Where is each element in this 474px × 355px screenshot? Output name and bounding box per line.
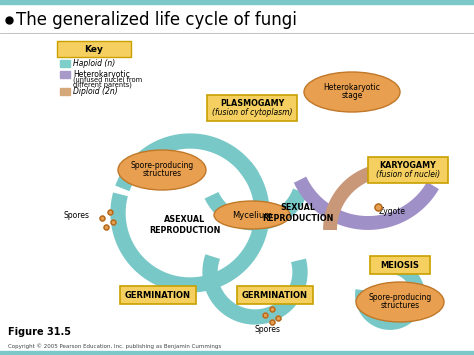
Text: structures: structures: [143, 169, 182, 179]
Bar: [60, 60, 70, 67]
Text: Spore-producing: Spore-producing: [368, 294, 432, 302]
Text: KARYOGAMY: KARYOGAMY: [380, 161, 437, 170]
Text: (fusion of nuclei): (fusion of nuclei): [376, 170, 440, 179]
Bar: [60, 71, 70, 78]
FancyBboxPatch shape: [368, 157, 448, 183]
Text: Diploid (2n): Diploid (2n): [73, 87, 118, 96]
FancyBboxPatch shape: [370, 256, 430, 274]
Ellipse shape: [304, 72, 400, 112]
FancyBboxPatch shape: [237, 286, 313, 304]
Ellipse shape: [356, 282, 444, 322]
Text: MEIOSIS: MEIOSIS: [381, 261, 419, 269]
Text: Spores: Spores: [64, 212, 90, 220]
Text: PLASMOGAMY: PLASMOGAMY: [220, 99, 284, 108]
Text: Heterokaryotic: Heterokaryotic: [73, 70, 130, 79]
Text: (fusion of cytoplasm): (fusion of cytoplasm): [212, 108, 292, 117]
Text: GERMINATION: GERMINATION: [125, 290, 191, 300]
Text: (unfused nuclei from: (unfused nuclei from: [73, 77, 142, 83]
Text: Haploid (n): Haploid (n): [73, 59, 115, 68]
Text: Copyright © 2005 Pearson Education, Inc. publishing as Benjamin Cummings: Copyright © 2005 Pearson Education, Inc.…: [8, 343, 221, 349]
FancyBboxPatch shape: [207, 95, 297, 121]
Text: Mycelium: Mycelium: [232, 211, 272, 219]
Bar: [0, 0, 474, 4]
Text: SEXUAL
REPRODUCTION: SEXUAL REPRODUCTION: [262, 203, 334, 223]
Text: different parents): different parents): [73, 82, 132, 88]
Text: The generalized life cycle of fungi: The generalized life cycle of fungi: [16, 11, 297, 29]
Bar: [60, 88, 70, 95]
Ellipse shape: [214, 201, 290, 229]
Text: stage: stage: [341, 92, 363, 100]
Text: Spore-producing: Spore-producing: [130, 162, 193, 170]
Bar: [0, 351, 474, 355]
Text: Heterokaryotic: Heterokaryotic: [324, 83, 381, 93]
Text: Spores: Spores: [255, 326, 281, 334]
Text: GERMINATION: GERMINATION: [242, 290, 308, 300]
Text: Key: Key: [84, 44, 103, 54]
Text: Figure 31.5: Figure 31.5: [8, 327, 71, 337]
Text: structures: structures: [381, 301, 419, 311]
FancyBboxPatch shape: [57, 41, 131, 57]
Ellipse shape: [118, 150, 206, 190]
Text: ASEXUAL
REPRODUCTION: ASEXUAL REPRODUCTION: [149, 215, 221, 235]
Text: Zygote: Zygote: [379, 207, 406, 215]
FancyBboxPatch shape: [120, 286, 196, 304]
